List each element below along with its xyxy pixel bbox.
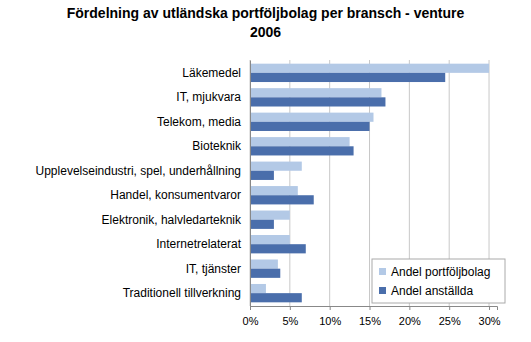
bar bbox=[250, 162, 302, 171]
bar bbox=[250, 259, 278, 268]
bar bbox=[250, 171, 274, 180]
tick-mark bbox=[409, 306, 410, 310]
title: Fördelning av utländska portföljbolag pe… bbox=[67, 5, 465, 40]
tick-label: 0% bbox=[243, 315, 259, 327]
bar bbox=[250, 284, 266, 293]
category-label: IT, tjänster bbox=[186, 262, 241, 276]
bar bbox=[250, 235, 290, 244]
grid-line bbox=[250, 60, 251, 306]
bar bbox=[250, 269, 280, 278]
bar bbox=[250, 195, 314, 204]
x-axis: 0% 5% 10% 15% 20% 25% 30% bbox=[243, 306, 501, 327]
legend-swatch bbox=[379, 287, 386, 294]
bar bbox=[250, 146, 354, 155]
tick: Bioteknik bbox=[192, 139, 250, 153]
legend-label: Andel anställda bbox=[391, 284, 473, 298]
bar bbox=[250, 186, 298, 195]
chart: Fördelning av utländska portföljbolag pe… bbox=[0, 0, 531, 342]
tick-label: 10% bbox=[319, 315, 341, 327]
tick: IT, mjukvara bbox=[176, 90, 250, 104]
bar bbox=[250, 97, 385, 106]
tick-mark bbox=[370, 306, 371, 310]
legend-entry: Andel portföljbolag bbox=[379, 265, 490, 279]
legend-swatch bbox=[379, 268, 386, 275]
category-label: Traditionell tillverkning bbox=[123, 286, 241, 300]
category-label: Läkemedel bbox=[182, 66, 241, 80]
category-label: Bioteknik bbox=[192, 139, 242, 153]
tick: 5% bbox=[282, 306, 298, 327]
tick: 25% bbox=[439, 306, 461, 327]
category-label: Handel, konsumentvaror bbox=[110, 188, 241, 202]
x-axis-line bbox=[251, 307, 498, 311]
tick: Traditionell tillverkning bbox=[123, 286, 250, 300]
tick-label: 20% bbox=[399, 315, 421, 327]
bar bbox=[250, 293, 302, 302]
bar bbox=[250, 137, 350, 146]
category-label: Telekom, media bbox=[157, 115, 241, 129]
tick: Telekom, media bbox=[157, 115, 250, 129]
tick: Handel, konsumentvaror bbox=[110, 188, 250, 202]
tick: Elektronik, halvledarteknik bbox=[102, 213, 250, 227]
tick-label: 30% bbox=[479, 315, 501, 327]
bar bbox=[250, 244, 306, 253]
category-label: IT, mjukvara bbox=[176, 90, 241, 104]
bar bbox=[250, 73, 445, 82]
tick-label: 5% bbox=[282, 315, 298, 327]
legend-entry: Andel anställda bbox=[379, 284, 473, 298]
plot: 0% 5% 10% 15% 20% 25% 30% Läkemedel IT, mjukvara… bbox=[36, 60, 501, 327]
category-label: Elektronik, halvledarteknik bbox=[102, 213, 242, 227]
category-label: Upplevelseindustri, spel, underhållning bbox=[36, 164, 241, 178]
tick-mark bbox=[250, 306, 251, 310]
tick: 30% bbox=[479, 306, 501, 327]
tick: 10% bbox=[319, 306, 341, 327]
tick-label: 25% bbox=[439, 315, 461, 327]
legend: Andel portföljbolag Andel anställda bbox=[372, 259, 505, 303]
tick-mark bbox=[330, 306, 331, 310]
legend-label: Andel portföljbolag bbox=[391, 265, 490, 279]
tick: 15% bbox=[359, 306, 381, 327]
tick: 20% bbox=[399, 306, 421, 327]
tick: Läkemedel bbox=[182, 66, 250, 80]
bar bbox=[250, 220, 274, 229]
bar bbox=[250, 113, 374, 122]
bar bbox=[250, 88, 381, 97]
tick-mark bbox=[489, 306, 490, 310]
tick: 0% bbox=[243, 306, 259, 327]
legend-box bbox=[372, 259, 505, 303]
tick: IT, tjänster bbox=[186, 262, 250, 276]
y-axis-line bbox=[250, 61, 251, 307]
tick-label: 15% bbox=[359, 315, 381, 327]
bar bbox=[250, 211, 290, 220]
bar bbox=[250, 64, 489, 73]
tick: Internetrelaterat bbox=[156, 237, 250, 251]
tick-mark bbox=[290, 306, 291, 310]
bar bbox=[250, 122, 370, 131]
y-axis: Läkemedel IT, mjukvara Telekom, media Biote… bbox=[36, 61, 251, 307]
tick-mark bbox=[449, 306, 450, 310]
tick: Upplevelseindustri, spel, underhållning bbox=[36, 164, 250, 178]
category-label: Internetrelaterat bbox=[156, 237, 241, 251]
